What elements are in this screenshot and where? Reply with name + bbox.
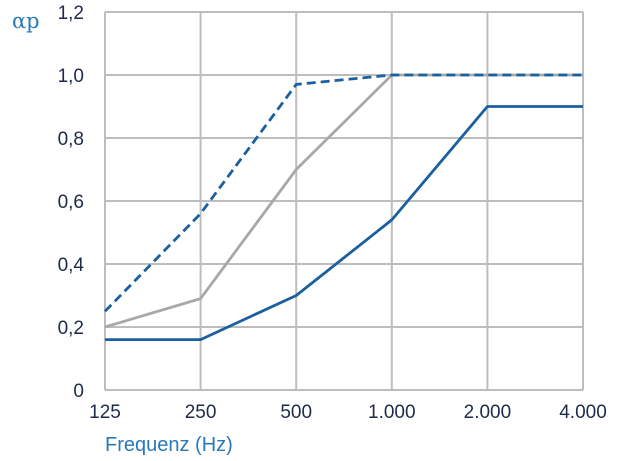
y-tick-label: 0,8 (58, 129, 84, 150)
x-axis-ticks: 125 250 500 1.000 2.000 4.000 (89, 402, 607, 423)
chart-grid (104, 11, 584, 391)
x-tick-label: 500 (280, 402, 312, 423)
y-tick-label: 0,6 (58, 192, 84, 213)
x-tick-label: 125 (89, 402, 121, 423)
x-tick-label: 1.000 (368, 402, 416, 423)
series-line-3 (105, 105, 583, 342)
y-tick-label: 0,4 (58, 255, 85, 276)
y-tick-label: 1,0 (58, 66, 84, 87)
x-axis-title: Frequenz (Hz) (105, 434, 233, 456)
x-tick-label: 250 (185, 402, 217, 423)
y-axis-ticks: 0 0,2 0,4 0,6 0,8 1,0 1,2 (58, 3, 85, 402)
y-tick-label: 0,2 (58, 318, 84, 339)
x-tick-label: 4.000 (559, 402, 607, 423)
x-tick-label: 2.000 (464, 402, 512, 423)
series-line-1 (103, 73, 583, 313)
chart-series (103, 73, 583, 342)
y-axis-title: αp (12, 9, 40, 33)
y-tick-label: 0 (73, 381, 84, 402)
y-tick-label: 1,2 (58, 3, 84, 24)
